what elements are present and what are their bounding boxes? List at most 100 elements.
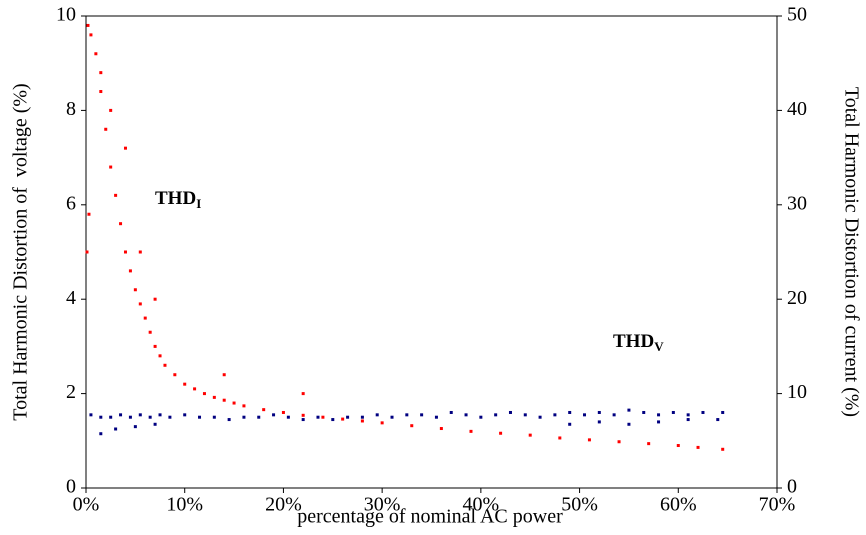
point <box>464 413 468 417</box>
point <box>168 415 172 419</box>
point <box>721 410 725 414</box>
point <box>587 438 591 442</box>
y-tick-label: 0 <box>66 476 76 498</box>
y2-tick-label: 50 <box>787 4 807 26</box>
annotation: THDV <box>613 331 664 354</box>
annotation: THDI <box>155 188 201 211</box>
point <box>301 413 305 417</box>
point <box>257 415 261 419</box>
point <box>128 415 132 419</box>
point <box>439 427 443 431</box>
point <box>99 71 103 75</box>
point <box>701 410 705 414</box>
point <box>671 410 675 414</box>
annotation-text: THD <box>155 188 196 209</box>
annotation-sub: I <box>196 196 201 211</box>
point <box>301 392 305 396</box>
x-tick-label: 10% <box>166 494 203 516</box>
point <box>138 302 142 306</box>
point <box>301 418 305 422</box>
point <box>686 418 690 422</box>
point <box>212 395 216 399</box>
point <box>148 415 152 419</box>
point <box>523 413 527 417</box>
point <box>360 415 364 419</box>
x-tick-label: 30% <box>364 494 401 516</box>
y2-tick-label: 10 <box>787 381 807 403</box>
point <box>508 410 512 414</box>
point <box>133 425 137 429</box>
annotation-text: THD <box>613 331 654 352</box>
point <box>123 250 127 254</box>
point <box>138 250 142 254</box>
plot-frame <box>85 15 778 489</box>
y-tick-label: 6 <box>66 192 76 214</box>
point <box>420 413 424 417</box>
point <box>94 52 98 56</box>
point <box>212 415 216 419</box>
point <box>99 90 103 94</box>
point <box>597 410 601 414</box>
point <box>104 127 108 131</box>
point <box>99 415 103 419</box>
point <box>119 413 123 417</box>
point <box>123 146 127 150</box>
point <box>222 398 226 402</box>
point <box>281 410 285 414</box>
point <box>89 413 93 417</box>
point <box>87 212 91 216</box>
point <box>331 418 335 422</box>
point <box>119 222 123 226</box>
point <box>721 447 725 451</box>
point <box>89 33 93 37</box>
point <box>597 420 601 424</box>
point <box>410 424 414 428</box>
point <box>183 413 187 417</box>
point <box>286 415 290 419</box>
point <box>499 431 503 435</box>
point <box>109 165 113 169</box>
point <box>272 413 276 417</box>
y2-tick-label: 20 <box>787 287 807 309</box>
point <box>227 418 231 422</box>
y-axis-label: Total Harmonic Distortion of voltage (%) <box>10 83 32 420</box>
point <box>262 408 266 412</box>
point <box>128 269 132 273</box>
point <box>642 410 646 414</box>
x-axis-label: percentage of nominal AC power <box>297 506 563 528</box>
point <box>109 415 113 419</box>
point <box>86 23 90 27</box>
y-tick-label: 2 <box>66 381 76 403</box>
point <box>158 354 162 358</box>
point <box>375 413 379 417</box>
y-tick-label: 8 <box>66 98 76 120</box>
point <box>627 422 631 426</box>
point <box>109 108 113 112</box>
point <box>494 413 498 417</box>
point <box>686 413 690 417</box>
y2-tick-label: 40 <box>787 98 807 120</box>
point <box>676 444 680 448</box>
point <box>198 415 202 419</box>
point <box>183 382 187 386</box>
point <box>568 422 572 426</box>
point <box>479 415 483 419</box>
point <box>202 392 206 396</box>
point <box>696 445 700 449</box>
point <box>242 415 246 419</box>
x-tick-label: 50% <box>561 494 598 516</box>
point <box>158 413 162 417</box>
point <box>647 442 651 446</box>
point <box>469 429 473 433</box>
y2-axis-label: Total Harmonic Distortion of current (%) <box>840 87 862 417</box>
point <box>153 422 157 426</box>
point <box>568 410 572 414</box>
point <box>316 415 320 419</box>
point <box>138 413 142 417</box>
point <box>143 316 147 320</box>
point <box>114 193 118 197</box>
x-tick-label: 20% <box>265 494 302 516</box>
point <box>85 250 89 254</box>
point <box>163 363 167 367</box>
